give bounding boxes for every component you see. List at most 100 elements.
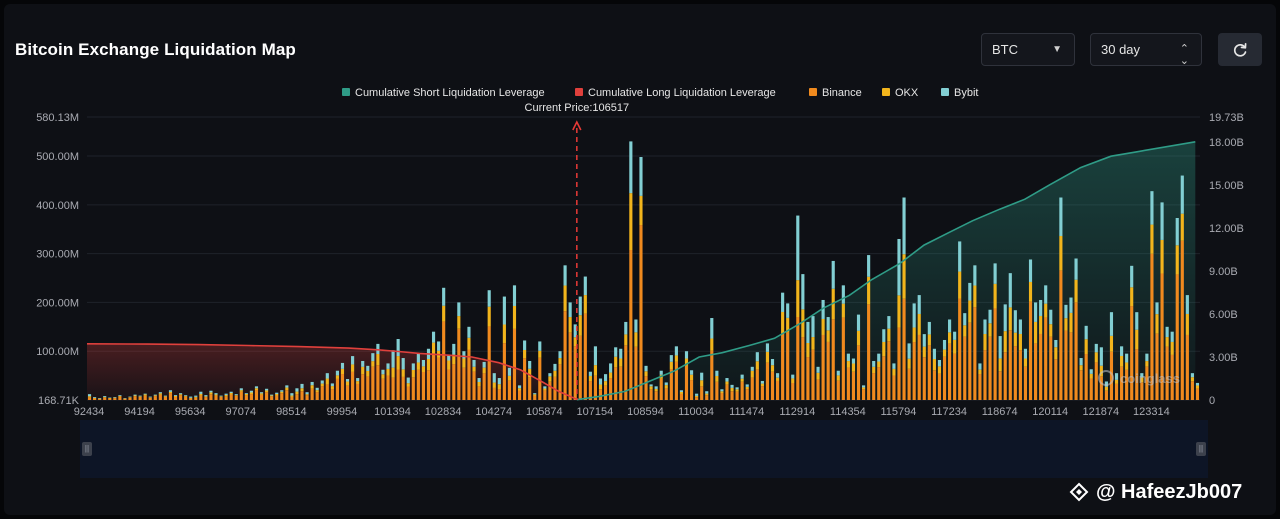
bar-binance	[963, 336, 967, 400]
bar-okx	[568, 317, 572, 333]
bar-okx	[457, 316, 461, 329]
bar-okx	[973, 285, 977, 308]
bar-binance	[942, 356, 947, 400]
scroller-left-handle[interactable]: ||	[82, 442, 92, 456]
bar-bybit	[856, 314, 861, 331]
bar-okx	[654, 388, 658, 392]
bar-bybit	[1008, 273, 1012, 308]
bar-binance	[1084, 354, 1088, 400]
bar-binance	[209, 394, 213, 400]
bar-bybit	[578, 296, 582, 316]
bar-bybit	[765, 343, 770, 352]
y-left-tick-label: 100.00M	[36, 346, 79, 358]
bar-binance	[482, 373, 486, 400]
coin-select-value: BTC	[992, 42, 1018, 57]
bar-bybit	[634, 319, 638, 333]
bar-binance	[87, 397, 92, 400]
bar-binance	[887, 341, 891, 400]
bar-bybit	[391, 350, 395, 368]
bar-binance	[1150, 253, 1154, 400]
y-left-tick-label: 168.71K	[38, 395, 80, 407]
bar-binance	[244, 395, 248, 400]
bar-binance	[730, 391, 734, 400]
bar-bybit	[1018, 319, 1022, 334]
bar-okx	[330, 386, 334, 390]
bar-okx	[968, 300, 972, 323]
bar-bybit	[862, 385, 866, 388]
bar-binance	[533, 395, 537, 400]
bar-binance	[609, 378, 613, 400]
bar-binance	[932, 370, 936, 400]
bar-binance	[1140, 382, 1144, 400]
bar-binance	[517, 390, 522, 400]
bar-okx	[705, 393, 709, 396]
bar-binance	[411, 377, 415, 400]
bar-binance	[1135, 349, 1139, 400]
bar-bybit	[922, 334, 926, 347]
bar-bybit	[361, 360, 365, 367]
bar-bybit	[942, 339, 947, 350]
bar-okx	[816, 372, 820, 380]
range-scroller[interactable]: || ||	[80, 420, 1208, 478]
range-select[interactable]: 30 day ⌃ ⌄	[1090, 33, 1202, 67]
bar-okx	[593, 365, 598, 376]
bar-binance	[1013, 346, 1017, 400]
y-right-tick-label: 18.00B	[1209, 137, 1244, 149]
bar-okx	[325, 378, 329, 385]
bar-bybit	[173, 395, 178, 396]
bar-binance	[1175, 274, 1179, 400]
bar-okx	[983, 333, 987, 351]
bar-okx	[411, 369, 415, 378]
bar-okx	[679, 392, 684, 394]
bar-okx	[204, 396, 208, 398]
legend[interactable]: Cumulative Short Liquidation Leverage Cum…	[342, 87, 978, 99]
bar-okx	[902, 254, 906, 299]
bar-okx	[153, 395, 157, 397]
bar-bybit	[796, 215, 800, 281]
bar-okx	[1114, 379, 1119, 384]
bar-binance	[462, 367, 466, 400]
refresh-button[interactable]	[1218, 33, 1262, 66]
bar-okx	[887, 328, 891, 342]
bar-binance	[1018, 350, 1022, 400]
bar-binance	[674, 361, 678, 400]
bar-bybit	[330, 383, 334, 387]
bar-binance	[224, 396, 228, 400]
bar-okx	[927, 334, 931, 346]
bar-binance	[619, 366, 623, 400]
bar-bybit	[325, 373, 329, 379]
bar-binance	[603, 385, 608, 400]
bar-bybit	[973, 265, 977, 286]
bar-bybit	[199, 391, 203, 394]
y-right-tick-label: 9.00B	[1209, 266, 1238, 278]
coin-select[interactable]: BTC ▼	[981, 33, 1075, 66]
bar-bybit	[1099, 347, 1103, 366]
bar-binance	[659, 378, 663, 400]
coinglass-watermark: coinglass	[1120, 371, 1180, 386]
bar-binance	[472, 371, 476, 400]
bar-bybit	[1084, 325, 1088, 340]
bar-binance	[366, 376, 370, 400]
bar-binance	[1104, 390, 1108, 400]
x-tick-label: 110034	[678, 406, 714, 418]
bar-bybit	[811, 316, 815, 338]
bar-okx	[209, 392, 213, 395]
scroller-right-handle[interactable]: ||	[1196, 442, 1206, 456]
bar-okx	[224, 394, 228, 397]
bar-binance	[882, 356, 886, 400]
bar-okx	[1170, 341, 1174, 355]
bar-bybit	[669, 355, 673, 362]
bar-bybit	[138, 395, 142, 397]
bar-okx	[776, 377, 780, 381]
bar-okx	[695, 395, 699, 398]
bar-binance	[234, 395, 238, 400]
bar-bybit	[664, 382, 668, 386]
bar-okx	[588, 375, 592, 382]
bar-okx	[867, 276, 871, 305]
bar-binance	[310, 388, 314, 400]
bar-bybit	[153, 394, 157, 396]
bar-bybit	[376, 343, 380, 354]
bar-binance	[219, 396, 223, 400]
bar-binance	[249, 394, 253, 400]
bar-binance	[629, 250, 633, 400]
